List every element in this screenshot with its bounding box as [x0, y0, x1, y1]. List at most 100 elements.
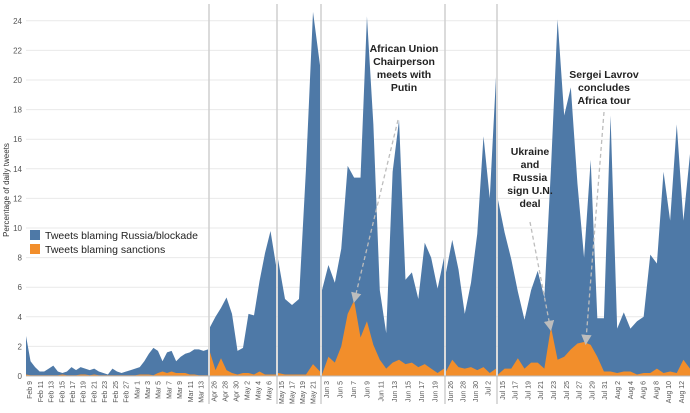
x-tick-label: Jun 19 [433, 381, 440, 402]
x-tick-label: Feb 9 [27, 381, 34, 399]
x-tick-label: Jun 5 [338, 381, 345, 398]
annotation-text: Sergei Lavrov [569, 69, 639, 81]
x-tick-label: Jul 21 [538, 381, 545, 400]
x-tick-label: Feb 25 [113, 381, 120, 403]
x-tick-label: Aug 10 [666, 381, 673, 403]
x-tick-label: Jul 19 [525, 381, 532, 400]
x-tick-label: Jun 7 [351, 381, 358, 398]
x-tick-label: Feb 21 [91, 381, 98, 403]
x-tick-label: Apr 30 [233, 381, 240, 402]
y-tick-label: 10 [13, 224, 22, 233]
y-tick-label: 24 [13, 17, 22, 26]
annotation-arrow [351, 119, 399, 304]
x-tick-label: Jul 2 [485, 381, 492, 396]
series-area-sanctions [446, 359, 496, 376]
x-tick-label: Jul 15 [500, 381, 507, 400]
x-tick-label: Mar 9 [177, 381, 184, 399]
series-area-russia-blockade [322, 16, 444, 377]
annotation-text: Chairperson [373, 56, 435, 68]
y-tick-label: 4 [18, 313, 23, 322]
area-layer [26, 11, 690, 377]
annotation-text: Ukraine [511, 146, 550, 158]
annotation-arrow [581, 111, 605, 346]
x-tick-label: Aug 12 [679, 381, 686, 403]
x-tick-label: May 21 [311, 381, 318, 404]
y-tick-label: 6 [18, 283, 23, 292]
legend-swatch-sanctions [30, 244, 40, 254]
x-tick-label: Feb 23 [102, 381, 109, 403]
x-tick-label: Feb 19 [81, 381, 88, 403]
y-tick-label: 2 [18, 342, 23, 351]
x-tick-label: May 17 [290, 381, 297, 404]
legend-swatch-russia [30, 230, 40, 240]
y-tick-label: 8 [18, 254, 23, 263]
x-tick-label: Jun 28 [460, 381, 467, 402]
legend: Tweets blaming Russia/blockade Tweets bl… [30, 230, 198, 256]
x-tick-label: Jul 23 [551, 381, 558, 400]
series-area-sanctions [498, 327, 690, 376]
annotation-text: Africa tour [577, 95, 630, 107]
y-tick-label: 22 [13, 46, 22, 55]
series-area-sanctions [26, 371, 208, 376]
x-tick-label: Jun 3 [324, 381, 331, 398]
series-area-russia-blockade [498, 19, 690, 376]
annotation-text: deal [519, 198, 540, 210]
x-tick-label: May 4 [255, 381, 262, 400]
series-area-sanctions [210, 352, 276, 376]
series-area-russia-blockade [26, 336, 208, 376]
x-tick-label: Aug 4 [628, 381, 635, 399]
series-area-sanctions [278, 364, 320, 376]
y-tick-label: 20 [13, 76, 22, 85]
x-tick-label: Feb 17 [70, 381, 77, 403]
x-tick-label: Mar 5 [156, 381, 163, 399]
x-tick-label: Jul 17 [513, 381, 520, 400]
series-area-russia-blockade [278, 11, 320, 376]
x-tick-label: Aug 6 [641, 381, 648, 399]
x-tick-label: Feb 15 [59, 381, 66, 403]
x-tick-label: Apr 28 [222, 381, 229, 402]
x-tick-label: Jul 25 [564, 381, 571, 400]
x-tick-label: Feb 13 [49, 381, 56, 403]
x-tick-label: Jul 29 [589, 381, 596, 400]
panel-dividers [26, 4, 690, 404]
y-tick-label: 18 [13, 106, 22, 115]
x-tick-label: Jun 30 [473, 381, 480, 402]
x-tick-label: Feb 27 [124, 381, 131, 403]
series-area-russia-blockade [210, 230, 276, 376]
x-tick-label: Mar 11 [188, 381, 195, 402]
x-tick-label: Mar 13 [199, 381, 206, 403]
x-tick-label: Feb 11 [38, 381, 45, 402]
annotation-text: sign U.N. [507, 185, 553, 197]
x-tick-label: Mar 1 [134, 381, 141, 399]
x-tick-label: Jul 27 [577, 381, 584, 400]
x-tick-label: May 6 [266, 381, 273, 400]
y-tick-label: 0 [18, 372, 23, 381]
x-tick-label: May 19 [300, 381, 307, 404]
x-tick-label: Aug 8 [653, 381, 660, 399]
x-tick-label: Aug 2 [615, 381, 622, 399]
x-tick-label: Jun 9 [365, 381, 372, 398]
x-tick-label: Jun 11 [378, 381, 385, 402]
annotation-text: concludes [578, 82, 630, 94]
x-tick-label: Jun 26 [448, 381, 455, 402]
x-tick-label: Mar 7 [166, 381, 173, 399]
x-tick-label: Jun 17 [419, 381, 426, 402]
series-area-sanctions [322, 300, 444, 376]
y-tick-label: 16 [13, 135, 22, 144]
annotation-arrow [529, 221, 555, 332]
x-tick-label: Mar 3 [145, 381, 152, 399]
x-tick-label: Jun 15 [405, 381, 412, 402]
y-axis-label: Percentage of daily tweets [2, 143, 11, 237]
x-tick-label: Jun 13 [392, 381, 399, 402]
x-tick-label: May 2 [244, 381, 251, 400]
annotation-text: Russia [513, 172, 548, 184]
annotation-text: meets with [377, 69, 431, 81]
series-area-russia-blockade [446, 77, 496, 376]
annotation-text: African Union [370, 43, 439, 55]
y-tick-label: 12 [13, 194, 22, 203]
y-tick-label: 14 [13, 165, 22, 174]
